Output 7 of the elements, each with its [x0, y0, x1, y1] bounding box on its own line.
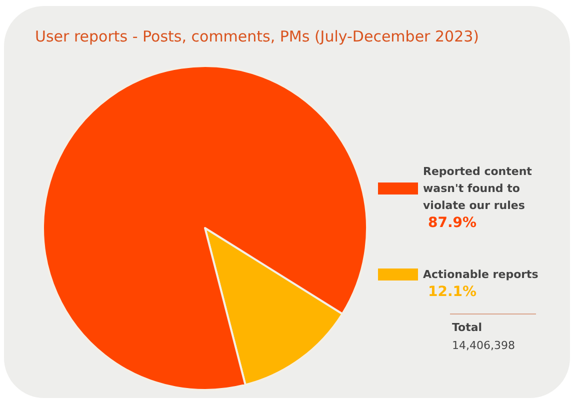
legend-label: Reported content wasn't found to violate our rules: [423, 165, 536, 212]
legend-label: Actionable reports: [423, 268, 539, 281]
text: 14,406,398: [452, 339, 515, 352]
data-label: 87.9%: [428, 215, 477, 231]
data-label: 12.1%: [428, 284, 477, 300]
text: Total: [452, 321, 482, 334]
chart-title: User reports - Posts, comments, PMs (July-December 2023): [35, 28, 480, 46]
